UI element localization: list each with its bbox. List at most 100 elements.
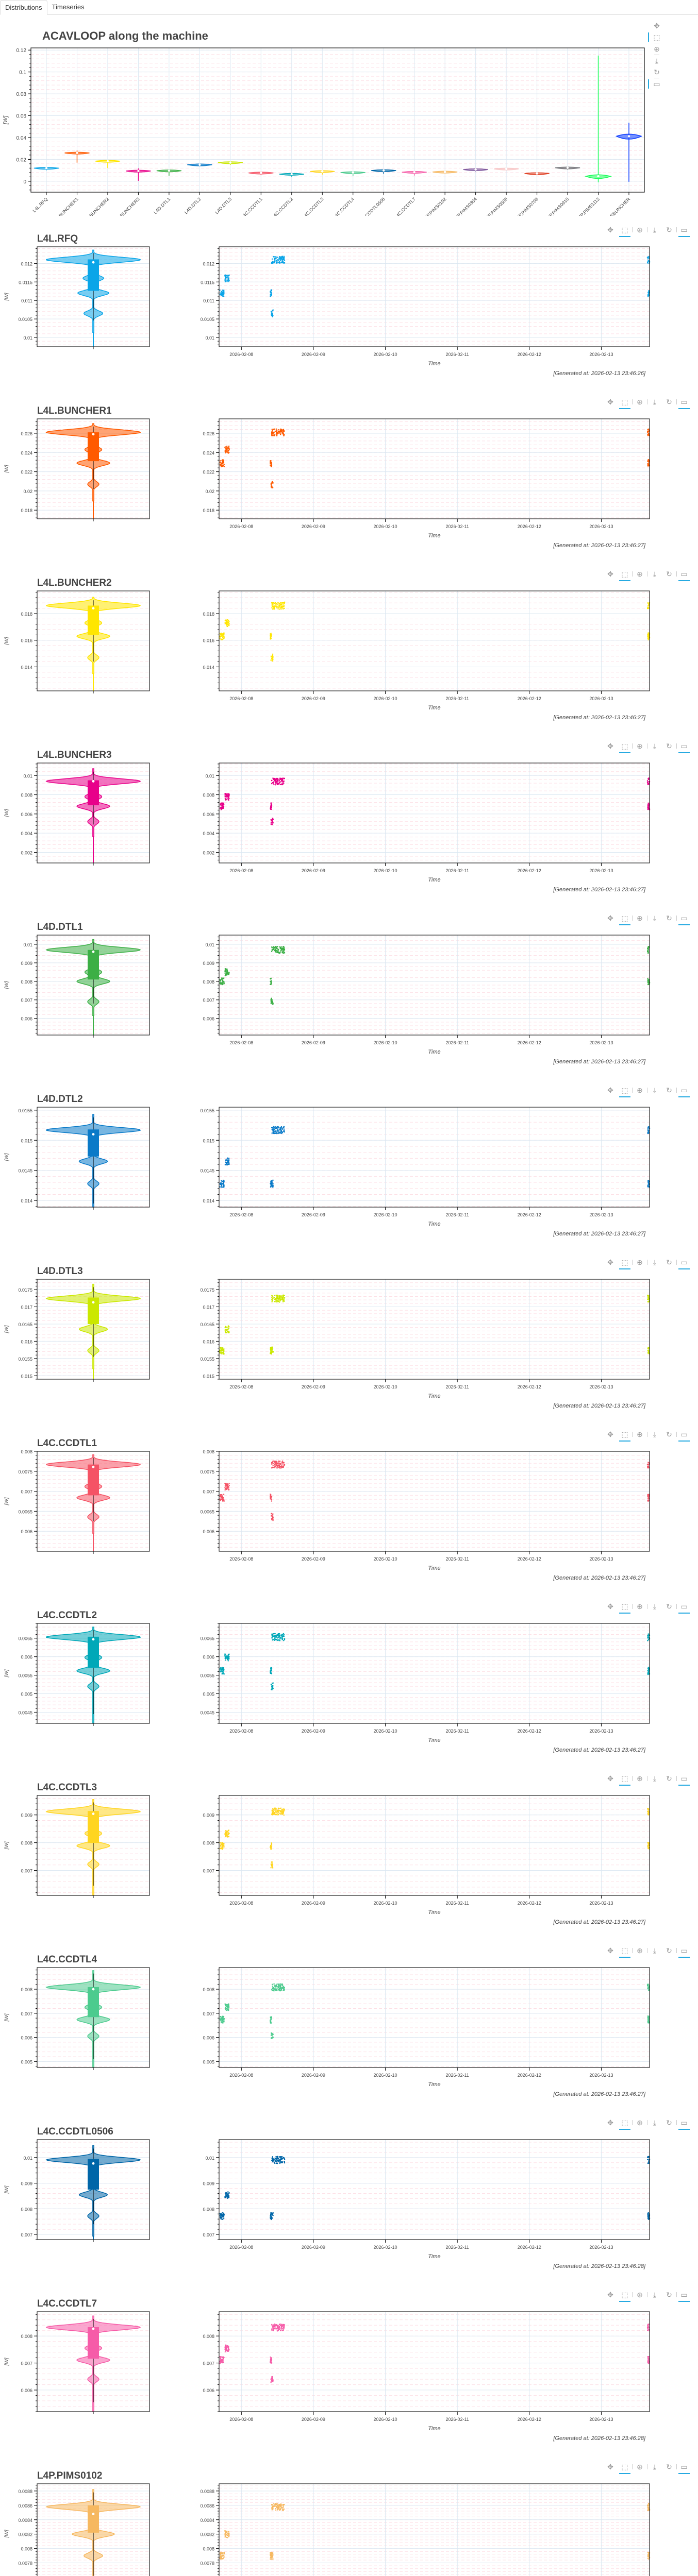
pan-icon[interactable]: ✥ [607, 1946, 613, 1955]
box-zoom-icon[interactable]: ⬚ [618, 568, 632, 581]
wheel-zoom-icon[interactable]: ⊕ [637, 1774, 643, 1783]
violin-shape[interactable] [45, 1626, 141, 1724]
pan-icon[interactable]: ✥ [607, 913, 613, 922]
timeseries-points[interactable] [219, 1294, 650, 1355]
hover-icon[interactable]: ▭ [677, 1945, 691, 1958]
violin-shape[interactable] [45, 1970, 141, 2068]
violin-l4l-buncher1[interactable] [64, 150, 90, 163]
box-zoom-icon[interactable]: ⬚ [618, 1257, 632, 1269]
pan-icon[interactable]: ✥ [607, 1086, 613, 1094]
pan-icon[interactable]: ✥ [607, 397, 613, 406]
wheel-zoom-icon[interactable]: ⊕ [637, 1602, 643, 1611]
violin-shape[interactable] [45, 423, 141, 519]
save-icon[interactable]: ⤓ [653, 1774, 657, 1783]
panel-charts[interactable]: L4L.BUNCHER30.0020.0040.0060.0080.01[W]0… [0, 732, 698, 904]
reset-icon[interactable]: ↻ [666, 569, 672, 578]
pan-icon[interactable]: ✥ [607, 225, 613, 234]
violin-l4p-pims0910[interactable] [555, 166, 580, 170]
hover-icon[interactable]: ▭ [677, 1084, 691, 1097]
violin-shape[interactable] [45, 1799, 141, 1896]
panel-charts[interactable]: L4D.DTL20.0140.01450.0150.0155[W]0.0140.… [0, 1076, 698, 1248]
box-zoom-icon[interactable]: ⬚ [618, 1945, 632, 1958]
wheel-zoom-icon[interactable]: ⊕ [637, 1946, 643, 1955]
timeseries-points[interactable] [219, 428, 651, 488]
panel-charts[interactable]: L4C.CCDTL05060.0070.0080.0090.01[W]0.007… [0, 2109, 698, 2281]
reset-icon[interactable]: ↻ [666, 913, 672, 922]
violin-l4c-ccdtl3[interactable] [310, 170, 335, 175]
reset-icon[interactable]: ↻ [666, 1946, 672, 1955]
hover-icon[interactable]: ▭ [677, 224, 691, 237]
violin-l4d-dtl3[interactable] [218, 161, 243, 165]
violin-shape[interactable] [45, 768, 141, 863]
reset-icon[interactable]: ↻ [666, 225, 672, 234]
tab-timeseries[interactable]: Timeseries [52, 3, 85, 11]
reset-icon[interactable]: ↻ [666, 397, 672, 406]
panel-charts[interactable]: L4C.CCDTL10.0060.00650.0070.00750.008[W]… [0, 1420, 698, 1592]
pan-icon[interactable]: ✥ [607, 1430, 613, 1438]
reset-icon[interactable]: ↻ [666, 1258, 672, 1266]
pan-icon[interactable]: ✥ [607, 1258, 613, 1266]
violin-l4c-ccdtl4[interactable] [340, 171, 365, 176]
box-zoom-icon[interactable]: ⬚ [618, 1429, 632, 1442]
save-icon[interactable]: ⤓ [653, 1946, 657, 1955]
box-zoom-icon[interactable]: ⬚ [618, 740, 632, 753]
box-zoom-icon[interactable]: ⬚ [618, 1601, 632, 1614]
pan-icon[interactable]: ✥ [607, 569, 613, 578]
violin-l4l-buncher3[interactable] [126, 168, 151, 181]
violin-l4l-buncher2[interactable] [95, 160, 121, 168]
hover-icon[interactable]: ▭ [677, 1773, 691, 1786]
violin-l4d-dtl2[interactable] [187, 163, 212, 166]
pan-icon[interactable]: ✥ [607, 1774, 613, 1783]
save-icon[interactable]: ⤓ [653, 1258, 657, 1266]
violin-shape[interactable] [46, 1454, 141, 1551]
hover-icon[interactable]: ▭ [677, 912, 691, 925]
save-icon[interactable]: ⤓ [653, 741, 657, 750]
panel-charts[interactable]: L4L.RFQ0.010.01050.0110.01150.012[W]0.01… [0, 216, 698, 388]
violin-l4p-pims0708[interactable] [524, 172, 550, 176]
reset-icon[interactable]: ↻ [666, 1774, 672, 1783]
timeseries-points[interactable] [219, 946, 651, 1005]
timeseries-points[interactable] [219, 256, 651, 317]
save-icon[interactable]: ⤓ [655, 56, 659, 65]
wheel-zoom-icon[interactable]: ⊕ [654, 44, 660, 53]
wheel-zoom-icon[interactable]: ⊕ [637, 225, 643, 234]
save-icon[interactable]: ⤓ [653, 913, 657, 922]
panel-charts[interactable]: L4C.CCDTL30.0070.0080.009[W]0.0070.0080.… [0, 1765, 698, 1937]
wheel-zoom-icon[interactable]: ⊕ [637, 741, 643, 750]
panel-charts[interactable]: L4D.DTL30.0150.01550.0160.01650.0170.017… [0, 1248, 698, 1420]
pan-icon[interactable]: ✥ [607, 1602, 613, 1611]
save-icon[interactable]: ⤓ [653, 1430, 657, 1438]
hover-icon[interactable]: ▭ [677, 1257, 691, 1269]
box-zoom-icon[interactable]: ⬚ [618, 396, 632, 409]
pan-icon[interactable]: ✥ [654, 21, 660, 30]
violin-shape[interactable] [45, 1114, 141, 1208]
overview-violin-plot[interactable]: ACAVLOOP along the machine00.020.040.060… [0, 15, 698, 216]
save-icon[interactable]: ⤓ [653, 1602, 657, 1611]
save-icon[interactable]: ⤓ [653, 225, 657, 234]
violin-l4p-pims0506[interactable] [493, 167, 519, 171]
violin-l4p-pims0102[interactable] [433, 171, 458, 174]
hover-icon[interactable]: ▭ [677, 1429, 691, 1442]
pan-icon[interactable]: ✥ [607, 741, 613, 750]
panel-charts[interactable]: L4C.CCDTL40.0050.0060.0070.008[W]0.0050.… [0, 1937, 698, 2109]
box-zoom-icon[interactable]: ⬚ [618, 1084, 632, 1097]
violin-l4l-rfq[interactable] [34, 167, 59, 171]
violin-l4p-pims1112[interactable] [584, 55, 612, 182]
box-zoom-icon[interactable]: ⬚ [618, 912, 632, 925]
tab-distributions[interactable]: Distributions [0, 0, 47, 15]
timeseries-points[interactable] [220, 777, 651, 825]
wheel-zoom-icon[interactable]: ⊕ [637, 1086, 643, 1094]
violin-shape[interactable] [45, 1283, 141, 1379]
wheel-zoom-icon[interactable]: ⊕ [637, 1430, 643, 1438]
panel-charts[interactable]: L4D.DTL10.0060.0070.0080.0090.01[W]0.006… [0, 904, 698, 1076]
panel-charts[interactable]: L4L.BUNCHER10.0180.020.0220.0240.026[W]0… [0, 388, 698, 560]
reset-icon[interactable]: ↻ [654, 67, 660, 76]
save-icon[interactable]: ⤓ [653, 1086, 657, 1094]
reset-icon[interactable]: ↻ [666, 741, 672, 750]
reset-icon[interactable]: ↻ [666, 1430, 672, 1438]
timeseries-points[interactable] [219, 601, 651, 662]
wheel-zoom-icon[interactable]: ⊕ [637, 569, 643, 578]
box-zoom-icon[interactable]: ⬚ [648, 31, 664, 43]
reset-icon[interactable]: ↻ [666, 1086, 672, 1094]
hover-icon[interactable]: ▭ [648, 78, 664, 90]
